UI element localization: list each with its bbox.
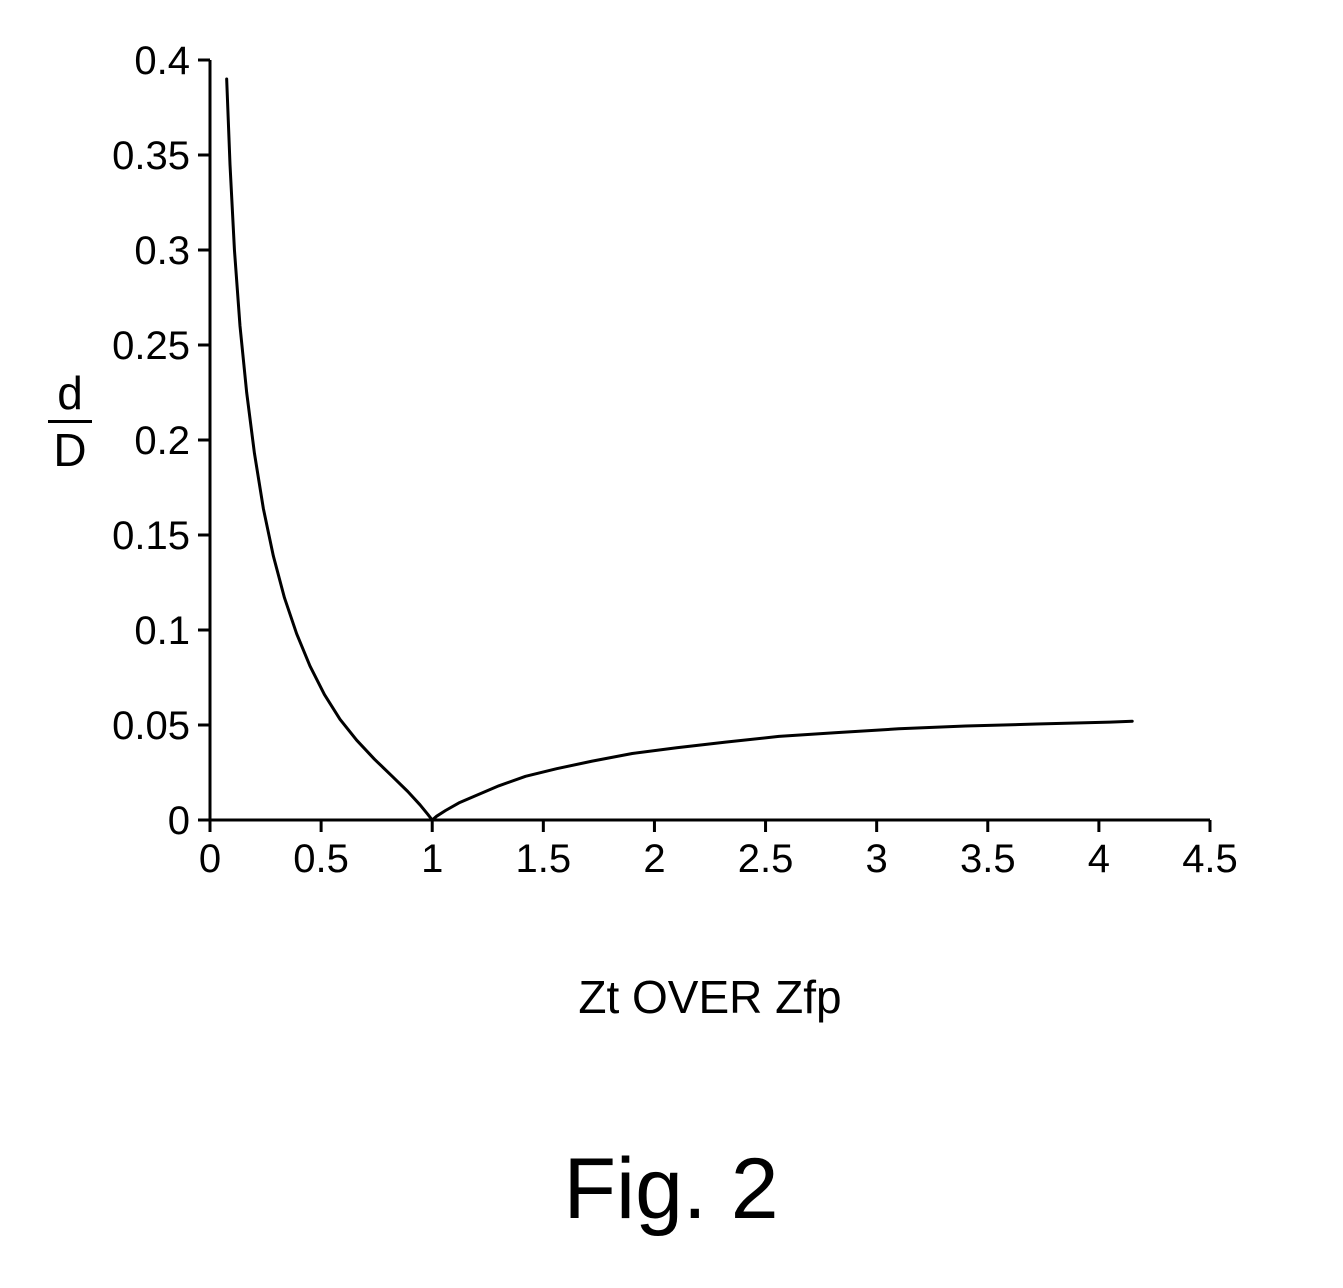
ylabel-denominator: D [40,427,100,473]
ylabel-numerator: d [40,370,100,416]
data-curve [227,79,1133,820]
y-tick-label: 0.1 [134,609,190,653]
x-axis-label: Zt OVER Zfp [0,970,1343,1024]
y-tick-label: 0.15 [112,514,190,558]
chart-stage: 0 0.5 1 1.5 2 2.5 3 3.5 4 4.5 0 0.05 0.1 0.15 0.2 0.25 0… [0,0,1343,1288]
y-tick-label: 0.2 [134,419,190,463]
y-tick-label: 0.25 [112,324,190,368]
y-tick-label: 0.4 [134,39,190,83]
x-tick-label: 2.5 [738,837,794,881]
y-tick-label: 0.3 [134,229,190,273]
x-tick-label: 3 [866,837,888,881]
y-tick-label: 0.35 [112,134,190,178]
x-tick-label: 0.5 [293,837,349,881]
figure-caption: Fig. 2 [0,1140,1342,1239]
chart-svg: 0 0.5 1 1.5 2 2.5 3 3.5 4 4.5 0 0.05 0.1 0.15 0.2 0.25 0… [0,0,1343,1288]
y-tick-label: 0 [168,799,190,843]
y-tick-label: 0.05 [112,704,190,748]
x-tick-label: 1 [421,837,443,881]
x-tick-label: 4.5 [1182,837,1238,881]
x-tick-label: 0 [199,837,221,881]
ylabel-bar [48,420,92,423]
y-axis-label: d D [40,370,100,473]
x-tick-label: 4 [1088,837,1110,881]
x-tick-label: 1.5 [516,837,572,881]
x-tick-label: 2 [643,837,665,881]
x-tick-label: 3.5 [960,837,1016,881]
